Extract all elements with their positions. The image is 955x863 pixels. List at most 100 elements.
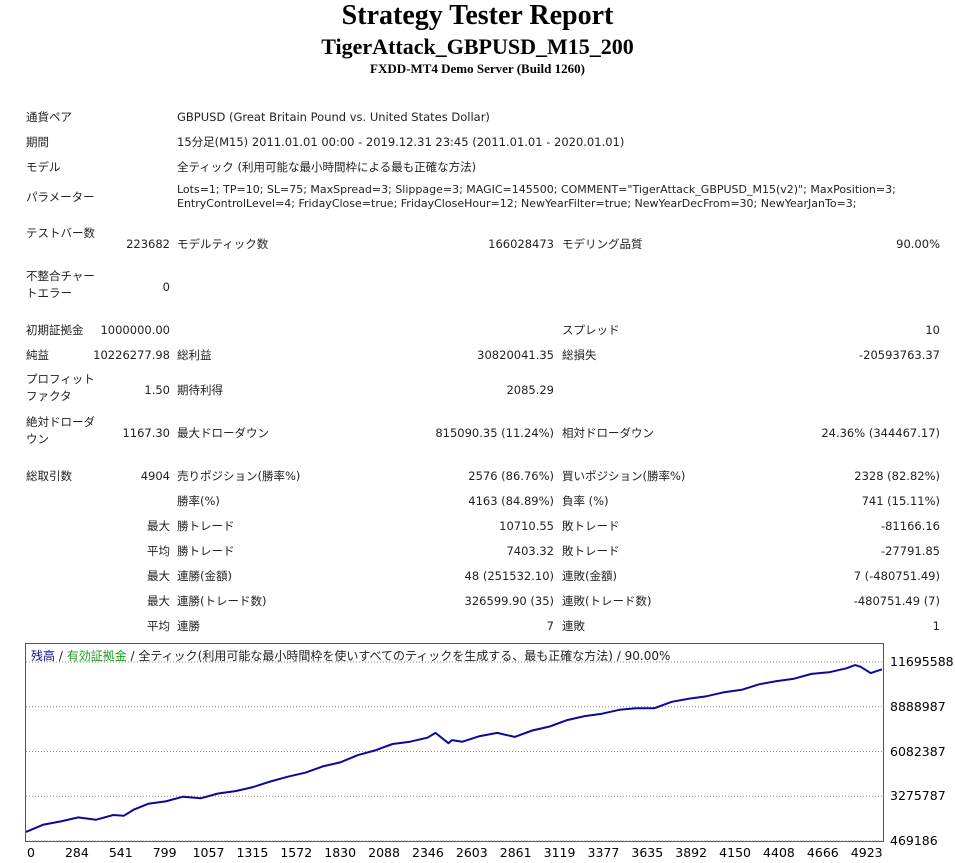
total-trades-label: 総取引数 xyxy=(26,469,72,483)
quality-label: モデリング品質 xyxy=(562,237,643,251)
profit-factor-value: 1.50 xyxy=(144,383,170,397)
y-tick-label: 469186 xyxy=(890,833,938,848)
cons-losses-count-value: -480751.49 (7) xyxy=(853,594,940,608)
params-value: Lots=1; TP=10; SL=75; MaxSpread=3; Slipp… xyxy=(177,183,947,210)
cons-wins-amount-value: 48 (251532.10) xyxy=(464,569,554,583)
x-tick-label: 1830 xyxy=(324,845,357,860)
largest-loss-value: -81166.16 xyxy=(880,519,940,533)
x-tick-label: 4150 xyxy=(719,845,751,860)
max-consecutive-label-2: 最大 xyxy=(147,594,170,608)
x-tick-label: 799 xyxy=(152,845,177,860)
rel-drawdown-value: 24.36% (344467.17) xyxy=(821,426,940,440)
x-tick-label: 3377 xyxy=(587,845,620,860)
expected-payoff-value: 2085.29 xyxy=(506,383,554,397)
average-loss-label: 敗トレード xyxy=(562,544,620,558)
avg-cons-wins-label: 連勝 xyxy=(177,619,200,633)
legend-balance: 残高 xyxy=(31,649,56,663)
largest-win-label: 勝トレード xyxy=(177,519,235,533)
profit-factor-label: プロフィットファクタ xyxy=(26,372,95,403)
abs-drawdown-label: 絶対ドローダウン xyxy=(26,415,95,446)
deposit-value: 1000000.00 xyxy=(100,323,170,337)
report-subtitle: TigerAttack_GBPUSD_M15_200 xyxy=(321,34,634,59)
params-line-1: Lots=1; TP=10; SL=75; MaxSpread=3; Slipp… xyxy=(177,183,896,196)
average-label-2: 平均 xyxy=(147,619,170,633)
symbol-value: GBPUSD (Great Britain Pound vs. United S… xyxy=(177,110,490,124)
x-tick-label: 2861 xyxy=(499,845,532,860)
y-tick-label: 11695588 xyxy=(890,654,954,669)
x-tick-label: 1572 xyxy=(280,845,313,860)
ticks-value: 166028473 xyxy=(488,237,554,251)
cons-wins-amount-label: 連勝(金額) xyxy=(177,569,232,583)
params-label: パラメーター xyxy=(26,190,95,204)
ticks-label: モデルティック数 xyxy=(177,237,269,251)
long-positions-label: 買いポジション(勝率%) xyxy=(562,469,686,483)
total-trades-value: 4904 xyxy=(140,469,170,483)
y-tick-label: 6082387 xyxy=(890,743,946,759)
spread-value: 10 xyxy=(925,323,940,337)
quality-value: 90.00% xyxy=(896,237,940,251)
average-loss-value: -27791.85 xyxy=(880,544,940,558)
deposit-label: 初期証拠金 xyxy=(26,323,84,337)
largest-label: 最大 xyxy=(147,519,170,533)
avg-cons-wins-value: 7 xyxy=(546,619,554,633)
gross-profit-value: 30820041.35 xyxy=(477,348,554,362)
rel-drawdown-label: 相対ドローダウン xyxy=(562,426,654,440)
model-value: 全ティック (利用可能な最小時間枠による最も正確な方法) xyxy=(177,160,477,174)
legend-separator: / xyxy=(55,649,67,663)
average-win-label: 勝トレード xyxy=(177,544,235,558)
cons-losses-count-label: 連敗(トレード数) xyxy=(562,594,652,608)
bars-label: テストバー数 xyxy=(26,226,95,240)
short-positions-label: 売りポジション(勝率%) xyxy=(177,469,301,483)
series-line-balance xyxy=(25,664,883,833)
cons-wins-count-value: 326599.90 (35) xyxy=(464,594,554,608)
x-tick-label: 2346 xyxy=(412,845,444,860)
largest-win-value: 10710.55 xyxy=(499,519,554,533)
spread-label: スプレッド xyxy=(562,323,620,337)
average-label: 平均 xyxy=(147,544,170,558)
y-tick-label: 8888987 xyxy=(890,698,946,714)
x-tick-label: 4666 xyxy=(806,845,839,860)
server-info: FXDD-MT4 Demo Server (Build 1260) xyxy=(370,61,585,76)
x-tick-label: 2603 xyxy=(455,845,488,860)
model-label: モデル xyxy=(26,160,61,174)
net-profit-label: 純益 xyxy=(26,348,49,362)
gross-loss-label: 総損失 xyxy=(562,348,597,362)
balance-chart xyxy=(25,643,884,842)
x-tick-label: 4408 xyxy=(763,845,795,860)
expected-payoff-label: 期待利得 xyxy=(177,383,223,397)
x-tick-label: 4923 xyxy=(850,845,883,860)
symbol-label: 通貨ペア xyxy=(26,110,72,124)
win-rate-value: 4163 (84.89%) xyxy=(468,494,554,508)
x-tick-label: 2088 xyxy=(368,845,400,860)
report-title: Strategy Tester Report xyxy=(341,0,614,31)
cons-losses-amount-value: 7 (-480751.49) xyxy=(853,569,940,583)
chart-legend: 残高 / 有効証拠金 / 全ティック(利用可能な最小時間枠を使いすべてのティック… xyxy=(31,647,670,664)
max-consecutive-label: 最大 xyxy=(147,569,170,583)
gross-profit-label: 総利益 xyxy=(177,348,212,362)
x-tick-label: 284 xyxy=(64,845,89,860)
x-tick-label: 3635 xyxy=(631,845,664,860)
long-positions-value: 2328 (82.82%) xyxy=(854,469,940,483)
x-tick-label: 0 xyxy=(27,845,35,860)
avg-cons-losses-value: 1 xyxy=(932,619,940,633)
mismatch-label: 不整合チャートエラー xyxy=(26,269,95,300)
largest-loss-label: 敗トレード xyxy=(562,519,620,533)
params-line-2: EntryControlLevel=4; FridayClose=true; F… xyxy=(177,196,857,210)
cons-wins-count-label: 連勝(トレード数) xyxy=(177,594,267,608)
loss-rate-value: 741 (15.11%) xyxy=(861,494,940,508)
period-label: 期間 xyxy=(26,135,49,149)
x-tick-label: 1057 xyxy=(192,845,225,860)
x-tick-label: 1315 xyxy=(236,845,269,860)
win-rate-label: 勝率(%) xyxy=(177,494,220,508)
average-win-value: 7403.32 xyxy=(506,544,554,558)
avg-cons-losses-label: 連敗 xyxy=(562,619,585,633)
mismatch-value: 0 xyxy=(162,280,170,294)
abs-drawdown-value: 1167.30 xyxy=(122,426,170,440)
period-value: 15分足(M15) 2011.01.01 00:00 - 2019.12.31 … xyxy=(177,135,625,149)
max-drawdown-value: 815090.35 (11.24%) xyxy=(435,426,554,440)
loss-rate-label: 負率 (%) xyxy=(562,494,609,508)
gross-loss-value: -20593763.37 xyxy=(859,348,940,362)
max-drawdown-label: 最大ドローダウン xyxy=(177,426,269,440)
short-positions-value: 2576 (86.76%) xyxy=(468,469,554,483)
